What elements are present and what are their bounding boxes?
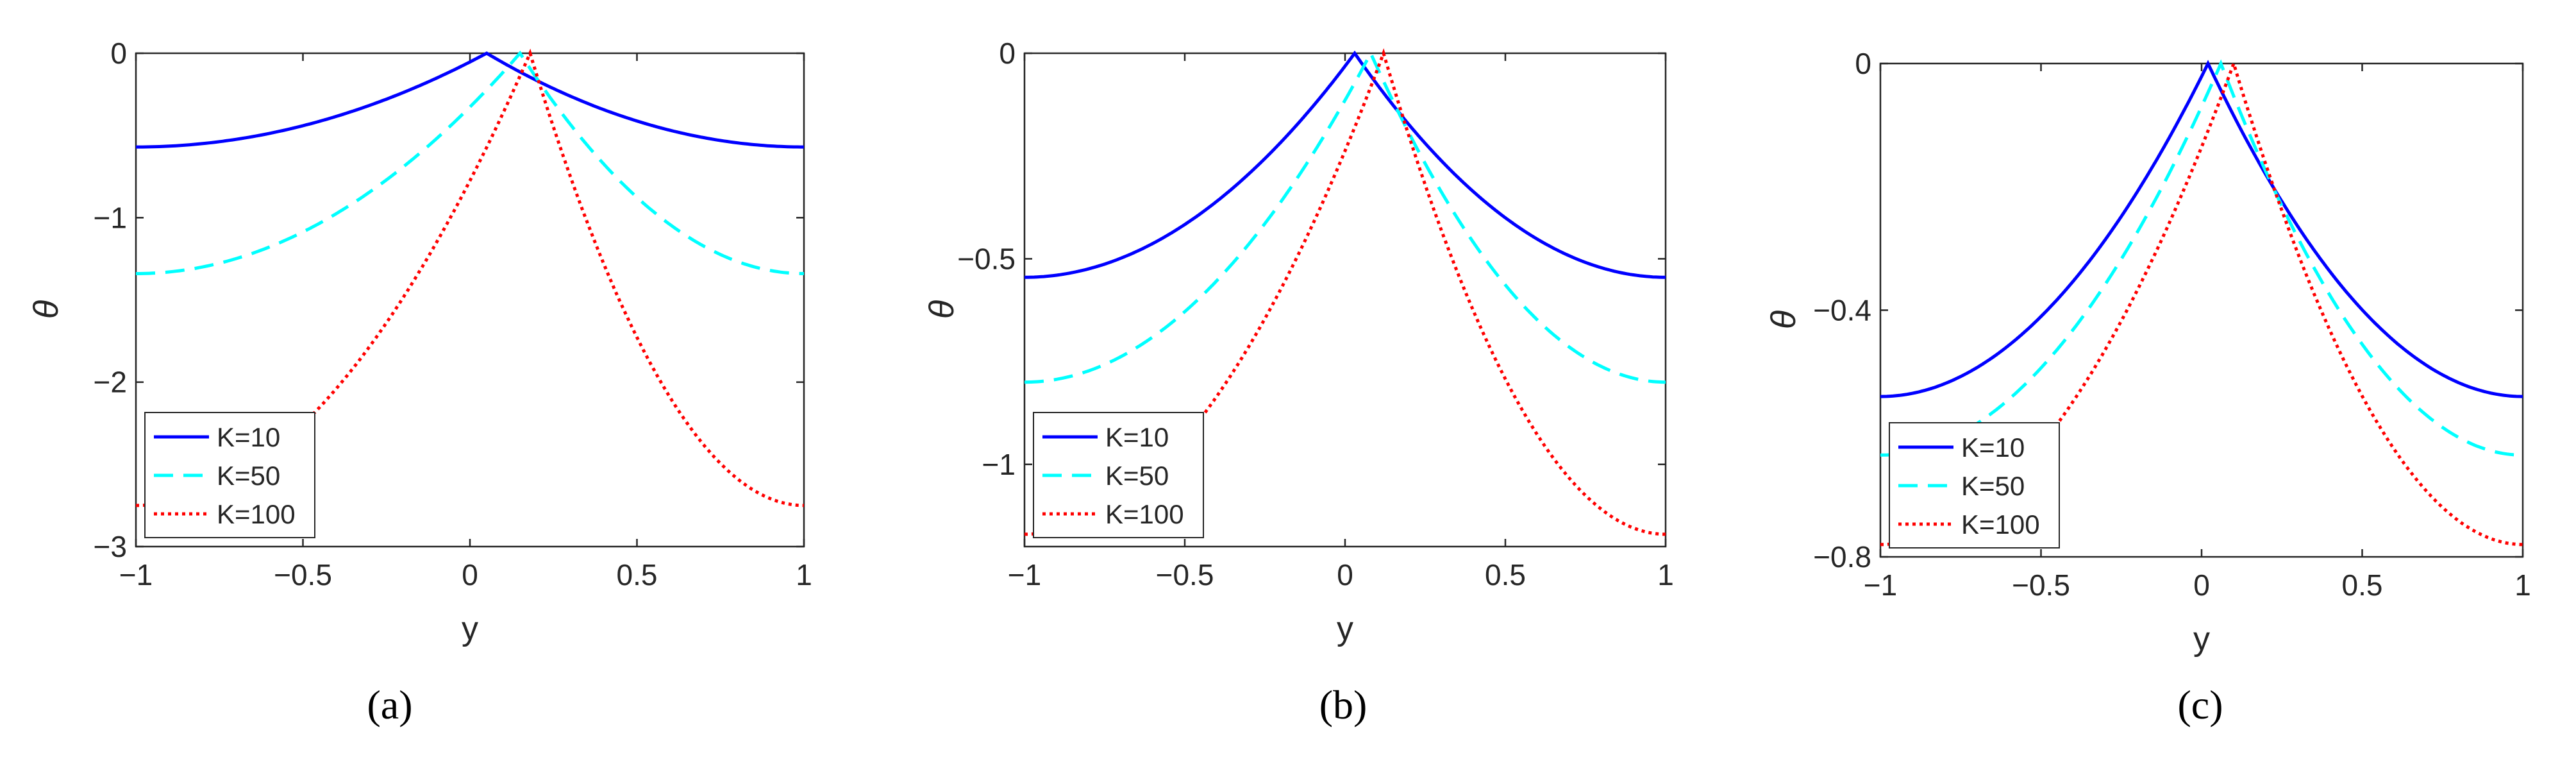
panel-caption: (a) (367, 682, 412, 727)
y-axis-label: θ (27, 300, 65, 319)
x-tick-label: 0.5 (1485, 558, 1526, 591)
y-tick-label: −0.4 (1813, 294, 1871, 327)
y-tick-label: 0 (110, 37, 127, 70)
y-axis-label: θ (1764, 310, 1803, 329)
x-tick-label: 0.5 (617, 558, 658, 591)
y-tick-label: −1 (94, 201, 127, 234)
y-tick-label: −3 (94, 530, 127, 563)
x-tick-label: −0.5 (1156, 558, 1214, 591)
x-tick-label: 0 (462, 558, 478, 591)
x-tick-label: −1 (1008, 558, 1041, 591)
legend-label: K=100 (1961, 509, 2040, 540)
x-axis-label: y (2193, 620, 2210, 658)
panel-caption: (c) (2177, 682, 2223, 727)
panel-caption: (b) (1319, 682, 1367, 727)
legend-label: K=100 (217, 499, 296, 529)
x-tick-label: 1 (796, 558, 812, 591)
legend-label: K=10 (217, 422, 280, 452)
x-tick-label: 0 (1337, 558, 1353, 591)
legend: K=10 K=50 K=100 (1033, 413, 1203, 538)
legend-label: K=100 (1105, 499, 1184, 529)
legend-label: K=10 (1961, 432, 2025, 463)
y-tick-label: 0 (999, 37, 1016, 70)
legend-label: K=50 (1961, 471, 2025, 501)
x-tick-label: −0.5 (2012, 568, 2070, 602)
panel-b: −1 −0.5 0 0.5 1 0 −0.5 −1 y θ K=10 K=50 K=100 (b) (923, 37, 1674, 727)
figure: −1 −0.5 0 0.5 10−1−2−3yθK=10K=50K=100(a)−1 −0… (0, 0, 2576, 757)
y-tick-label: −0.5 (957, 242, 1016, 275)
legend: K=10 K=50 K=100 (1889, 423, 2059, 548)
legend: K=10 K=50 K=100 (145, 413, 315, 538)
x-axis-label: y (462, 610, 478, 647)
y-tick-label: −1 (982, 448, 1016, 481)
y-tick-label: −0.8 (1813, 540, 1871, 574)
x-tick-label: −0.5 (274, 558, 332, 591)
y-tick-label: −2 (94, 366, 127, 399)
x-tick-label: 1 (2514, 568, 2531, 602)
legend-label: K=50 (217, 461, 280, 491)
x-axis-label: y (1337, 610, 1353, 647)
y-axis-label: θ (923, 300, 961, 319)
x-tick-label: 1 (1657, 558, 1674, 591)
x-tick-label: 0.5 (2342, 568, 2383, 602)
legend-label: K=10 (1105, 422, 1169, 452)
legend-label: K=50 (1105, 461, 1169, 491)
y-tick-label: 0 (1855, 47, 1871, 80)
x-tick-label: 0 (2193, 568, 2210, 602)
